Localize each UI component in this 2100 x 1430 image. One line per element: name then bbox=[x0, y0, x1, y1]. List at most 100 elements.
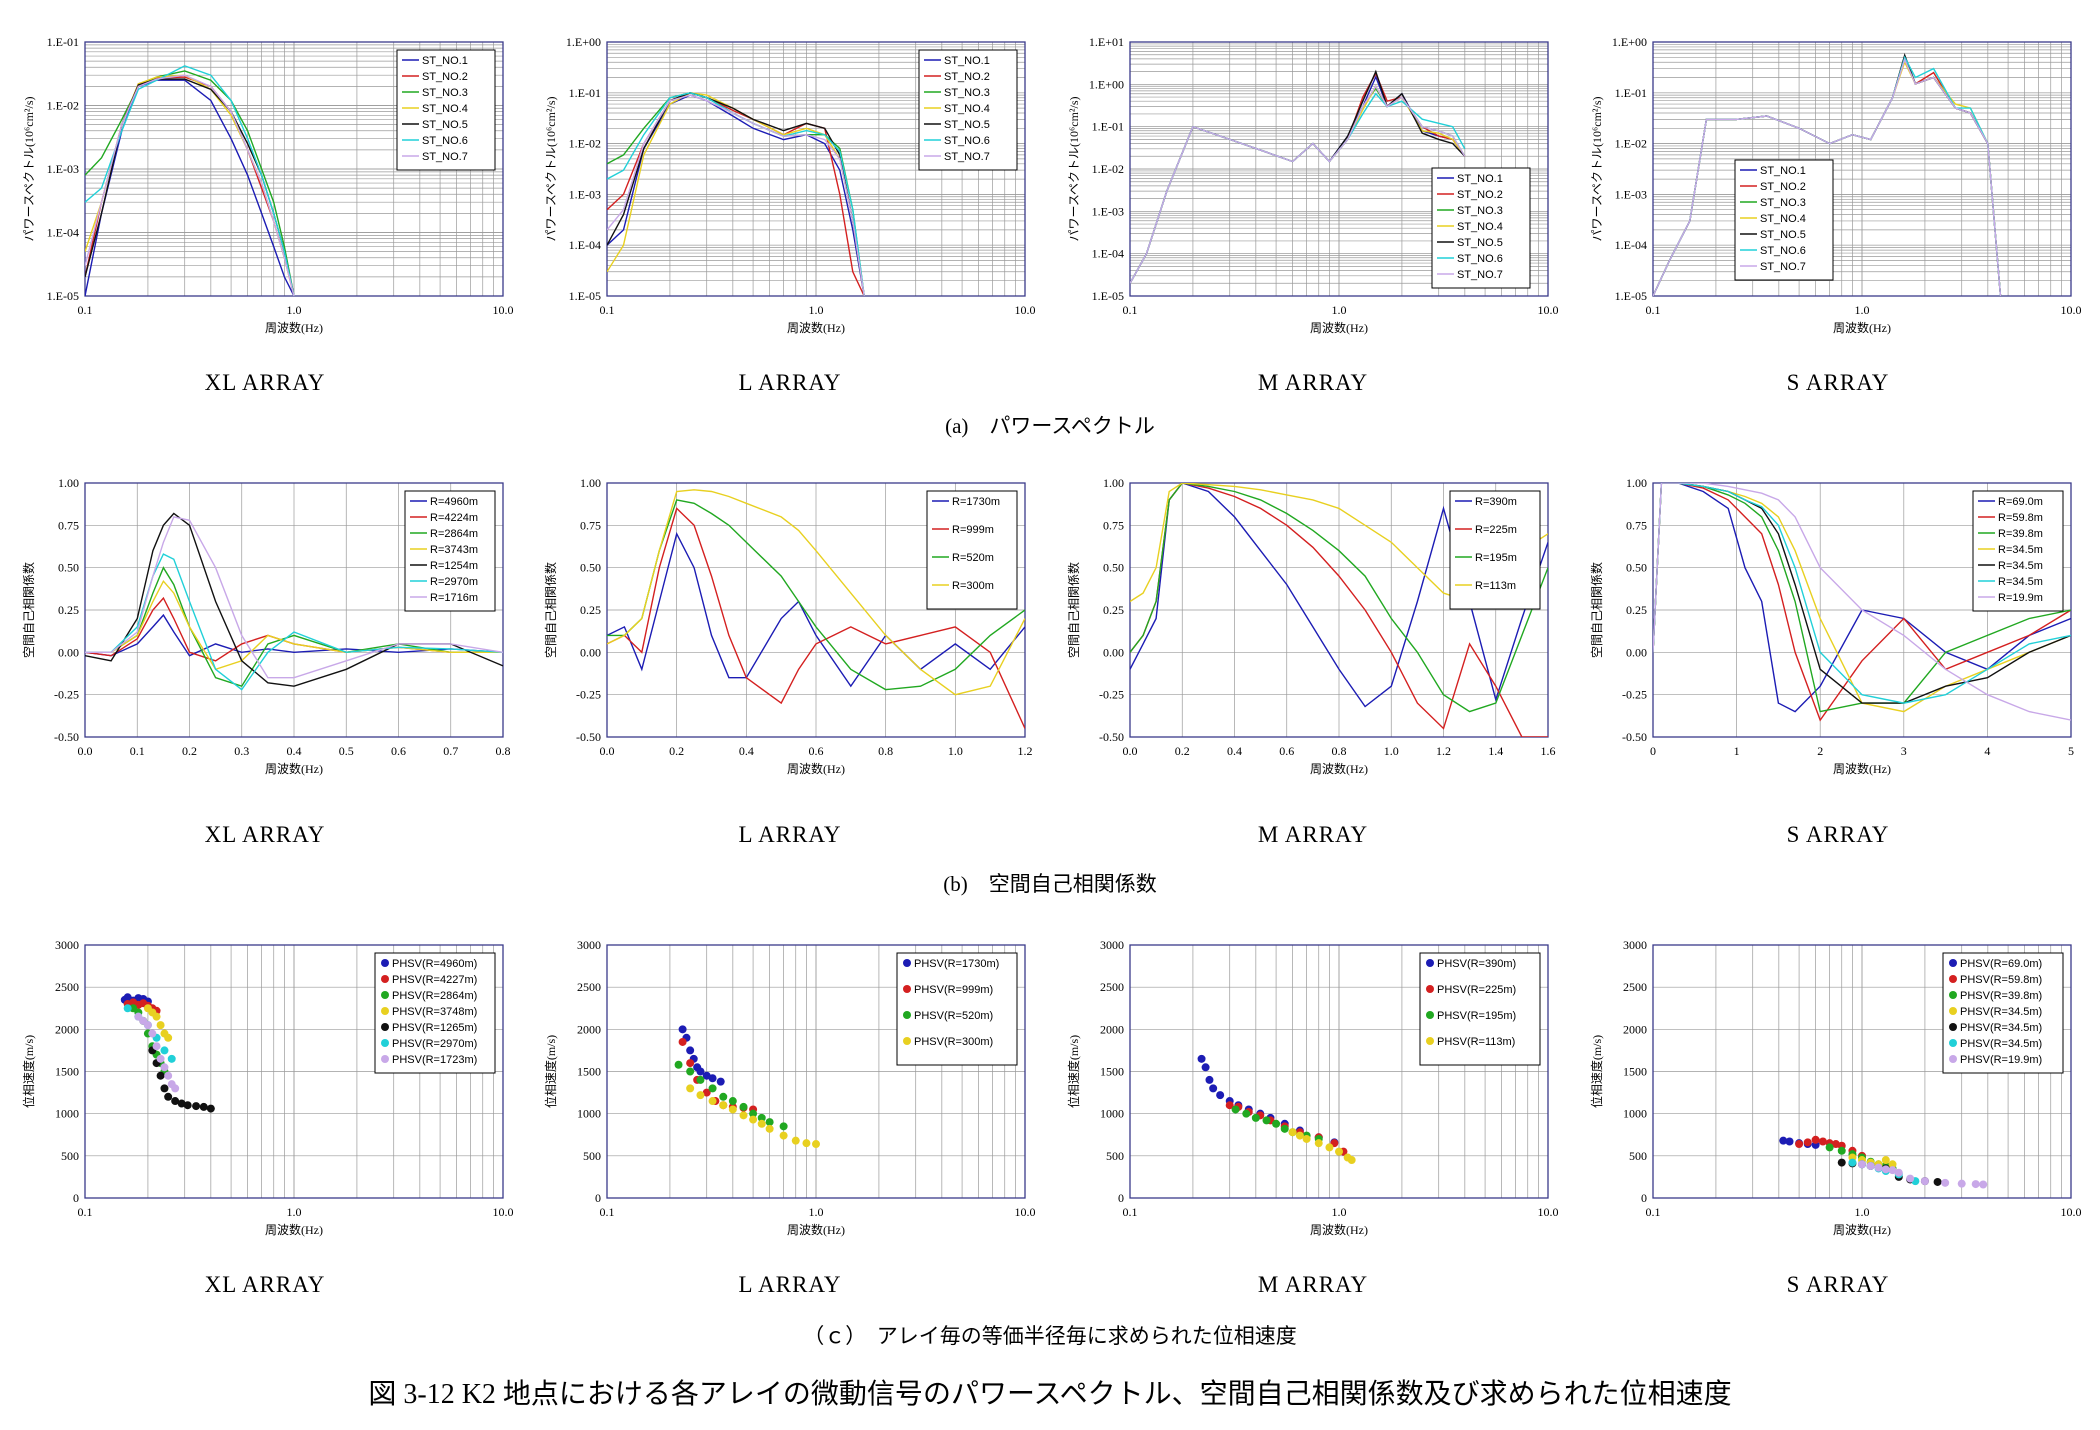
x-axis-label: 周波数(Hz) bbox=[1310, 1222, 1368, 1237]
data-point-5 bbox=[171, 1097, 180, 1106]
data-point-3 bbox=[696, 1075, 705, 1084]
legend-label: PHSV(R=2864m) bbox=[392, 990, 477, 1002]
data-point-4 bbox=[1288, 1128, 1297, 1137]
y-axis-label: 位相速度(m/s) bbox=[1066, 1035, 1081, 1108]
chart-0-3: 0.1 1.0 10.0 1.E-05 1.E-04 1.E-03 1.E-02 1.E-01… bbox=[1590, 35, 2082, 335]
y-tick-label: 0.00 bbox=[58, 645, 79, 659]
data-point-7 bbox=[156, 1054, 165, 1063]
legend-label: R=113m bbox=[1475, 580, 1516, 592]
chart-2-2: 0.1 1.0 10.0 0 500 1000 1500 2000 2500 3000 周波数(Hz… bbox=[1066, 938, 1559, 1237]
x-tick-label: 4 bbox=[1984, 744, 1990, 758]
y-tick-label: 1.E-05 bbox=[1615, 289, 1647, 303]
data-layer bbox=[607, 92, 865, 296]
y-tick-label: 2500 bbox=[1623, 980, 1647, 994]
x-tick-label: 1.0 bbox=[948, 744, 963, 758]
y-tick-label: 2000 bbox=[1100, 1022, 1124, 1036]
legend-label: PHSV(R=390m) bbox=[1437, 958, 1516, 970]
legend-label: R=4960m bbox=[430, 496, 478, 508]
x-tick-label: 5 bbox=[2068, 744, 2074, 758]
x-tick-label: 1.0 bbox=[809, 1205, 824, 1219]
x-tick-label: 0.4 bbox=[1227, 744, 1242, 758]
legend-marker bbox=[1426, 959, 1434, 967]
y-tick-label: 0.25 bbox=[58, 603, 79, 617]
data-point-3 bbox=[728, 1097, 737, 1106]
y-tick-label: 1.E-05 bbox=[569, 289, 601, 303]
y-tick-label: 0.00 bbox=[1103, 645, 1124, 659]
plot-frame bbox=[1129, 944, 1549, 1199]
y-tick-label: 1.E-02 bbox=[47, 99, 79, 113]
legend-marker bbox=[1426, 1037, 1434, 1045]
series-line-2 bbox=[1653, 483, 2071, 722]
y-tick-label: 0.25 bbox=[1103, 603, 1124, 617]
legend: ST_NO.1 ST_NO.2 ST_NO.3 ST_NO.4 ST_NO.5 ST_NO… bbox=[396, 49, 496, 171]
y-tick-label: -0.50 bbox=[576, 730, 601, 744]
legend-label: R=39.8m bbox=[1998, 528, 2043, 540]
legend: PHSV(R=69.0m) PHSV(R=59.8m) PHSV(R=39.8m) P… bbox=[1942, 952, 2064, 1074]
data-point-7 bbox=[1971, 1180, 1980, 1189]
legend-label: PHSV(R=4960m) bbox=[392, 958, 477, 970]
array-label-r1-c0: XL ARRAY bbox=[204, 822, 326, 847]
x-tick-label: 1.0 bbox=[1332, 1205, 1347, 1219]
y-tick-label: 2000 bbox=[55, 1022, 79, 1036]
data-point-2 bbox=[1818, 1137, 1827, 1146]
data-layer bbox=[1779, 1135, 1988, 1189]
x-tick-label: 0.1 bbox=[78, 1205, 93, 1219]
y-tick-label: 0.75 bbox=[1626, 518, 1647, 532]
data-point-1 bbox=[708, 1074, 717, 1083]
legend-label: ST_NO.7 bbox=[944, 151, 990, 163]
legend-label: PHSV(R=19.9m) bbox=[1960, 1054, 2042, 1066]
chart-1-0: 0.0 0.1 0.2 0.3 0.4 0.5 0.6 0.7 0.8 -0.50 -0.25 0.0… bbox=[21, 476, 511, 776]
x-tick-label: 0.1 bbox=[78, 303, 93, 317]
y-tick-label: 500 bbox=[61, 1149, 79, 1163]
x-tick-label: 0.1 bbox=[600, 1205, 615, 1219]
y-tick-label: 2000 bbox=[1623, 1022, 1647, 1036]
x-tick-label: 10.0 bbox=[2061, 1205, 2082, 1219]
data-point-7 bbox=[1866, 1161, 1875, 1170]
data-point-7 bbox=[1957, 1179, 1966, 1188]
x-tick-label: 0.0 bbox=[78, 744, 93, 758]
data-point-5 bbox=[160, 1084, 169, 1093]
y-tick-label: 1.E-02 bbox=[1092, 162, 1124, 176]
data-point-7 bbox=[1858, 1160, 1866, 1169]
y-tick-label: 1.E+01 bbox=[1089, 35, 1124, 49]
y-tick-label: 3000 bbox=[577, 938, 601, 952]
data-point-7 bbox=[148, 1029, 157, 1038]
data-point-3 bbox=[1837, 1146, 1846, 1155]
data-point-4 bbox=[812, 1140, 820, 1149]
legend-box bbox=[374, 952, 496, 1074]
chart-2-1: 0.1 1.0 10.0 0 500 1000 1500 2000 2500 3000 周波数(Hz… bbox=[543, 938, 1036, 1237]
data-layer bbox=[1653, 52, 2002, 296]
data-layer bbox=[120, 993, 215, 1113]
data-layer bbox=[1197, 1054, 1356, 1165]
x-tick-label: 0.1 bbox=[130, 744, 145, 758]
x-axis-label: 周波数(Hz) bbox=[265, 761, 323, 776]
legend: PHSV(R=1730m) PHSV(R=999m) PHSV(R=520m) PHS… bbox=[896, 952, 1018, 1066]
data-point-4 bbox=[1302, 1134, 1311, 1143]
y-tick-label: 1.E-01 bbox=[1615, 86, 1647, 100]
legend-marker bbox=[1949, 975, 1957, 983]
legend-label: ST_NO.7 bbox=[422, 151, 468, 163]
y-tick-label: 1.E-05 bbox=[47, 289, 79, 303]
data-point-1 bbox=[1785, 1137, 1794, 1146]
legend: R=4960m R=4224m R=2864m R=3743m R=1254m R=297… bbox=[404, 490, 496, 612]
y-tick-label: 1.E-05 bbox=[1092, 289, 1124, 303]
array-label-r1-c2: M ARRAY bbox=[1257, 822, 1369, 847]
y-tick-label: -0.25 bbox=[54, 688, 79, 702]
x-axis-label: 周波数(Hz) bbox=[787, 320, 845, 335]
chart-0-2: 0.1 1.0 10.0 1.E-05 1.E-04 1.E-03 1.E-02 1.E-01… bbox=[1067, 35, 1559, 335]
series-line-7 bbox=[607, 94, 865, 296]
data-point-3 bbox=[708, 1084, 717, 1093]
y-tick-label: 1.E-01 bbox=[1092, 120, 1124, 134]
legend-box bbox=[918, 49, 1018, 171]
x-tick-label: 0.5 bbox=[339, 744, 354, 758]
y-tick-label: 2500 bbox=[55, 980, 79, 994]
x-tick-label: 1 bbox=[1734, 744, 1740, 758]
legend-marker bbox=[381, 991, 389, 999]
data-layer bbox=[1130, 69, 1466, 284]
legend-label: R=4224m bbox=[430, 512, 478, 524]
y-tick-label: 0.00 bbox=[580, 645, 601, 659]
data-point-3 bbox=[1272, 1119, 1281, 1128]
y-tick-label: 0.50 bbox=[1103, 561, 1124, 575]
y-tick-label: 0 bbox=[73, 1191, 79, 1205]
data-point-7 bbox=[1894, 1168, 1903, 1177]
